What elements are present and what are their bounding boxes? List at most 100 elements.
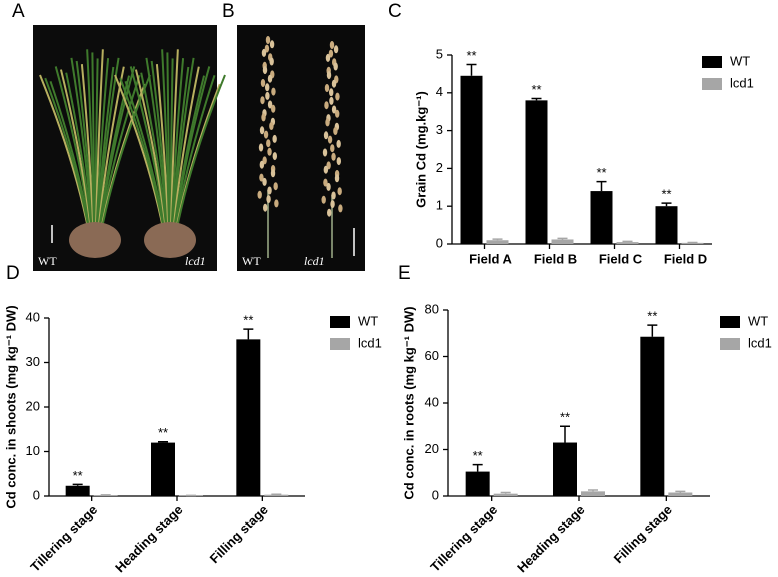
grain <box>259 126 265 135</box>
legend-label: lcd1 <box>358 335 382 350</box>
y-tick-label: 5 <box>436 46 443 61</box>
grain <box>264 44 270 53</box>
significance: ** <box>73 468 83 483</box>
significance: ** <box>647 309 657 324</box>
y-tick-label: 20 <box>425 441 439 456</box>
error-bar <box>622 240 633 243</box>
grain <box>269 57 274 66</box>
error-bar <box>647 324 658 337</box>
grain <box>324 84 330 92</box>
bar <box>493 493 518 496</box>
error-bar <box>72 483 83 486</box>
bar <box>668 492 693 496</box>
grain <box>261 113 266 122</box>
panel-label: D <box>6 263 20 284</box>
grain <box>321 195 326 204</box>
y-tick-label: 1 <box>436 198 443 213</box>
grain <box>330 144 335 153</box>
x-tick-label: Filling stage <box>611 502 675 566</box>
leaf <box>173 66 211 234</box>
bar <box>65 485 90 496</box>
bar <box>236 339 261 496</box>
grain <box>323 165 329 174</box>
leaf <box>172 66 200 234</box>
grain <box>271 87 276 96</box>
bar <box>655 206 678 244</box>
error-bar <box>557 237 568 240</box>
grain <box>331 152 336 161</box>
bar <box>486 240 509 244</box>
y-tick-label: 20 <box>26 398 40 413</box>
grain <box>273 182 278 191</box>
grain <box>274 199 279 208</box>
legend-swatch <box>702 78 722 90</box>
grain <box>326 71 332 80</box>
grain <box>325 118 330 127</box>
bar <box>681 242 704 244</box>
y-tick-label: 2 <box>436 160 443 175</box>
grain <box>326 182 331 191</box>
leaf <box>173 74 216 234</box>
grain <box>265 36 271 44</box>
leaf <box>140 72 168 234</box>
grain <box>327 208 332 217</box>
grain <box>261 48 267 57</box>
bar <box>590 191 613 244</box>
x-tick-label: Field C <box>599 251 643 266</box>
x-tick-label: Filling stage <box>207 502 271 566</box>
x-tick-label: Field B <box>534 251 577 266</box>
grain <box>265 83 270 92</box>
error-bar <box>675 490 686 493</box>
grain <box>323 131 329 140</box>
x-tick-label: Tillering stage <box>427 502 500 575</box>
y-tick-label: 3 <box>436 122 443 137</box>
bar <box>264 494 289 496</box>
legend-swatch <box>720 316 740 328</box>
leaf <box>49 80 92 234</box>
significance: ** <box>531 82 541 97</box>
panel-label: E <box>398 263 411 284</box>
grain <box>272 134 277 143</box>
leaf <box>65 72 93 234</box>
photo-panicles <box>237 25 365 271</box>
grain <box>329 96 334 105</box>
grain <box>267 74 273 83</box>
grain <box>333 62 338 71</box>
legend-label: lcd1 <box>730 75 754 90</box>
y-tick-label: 0 <box>436 235 443 250</box>
grain <box>336 157 342 166</box>
grain <box>333 45 339 54</box>
significance: ** <box>596 165 606 180</box>
error-bar <box>500 491 511 494</box>
grain <box>336 139 341 148</box>
bar <box>640 336 665 496</box>
photo-art <box>39 36 343 258</box>
grain <box>265 91 270 100</box>
bar <box>151 442 175 496</box>
y-tick-label: 4 <box>436 84 443 99</box>
grain <box>270 169 276 178</box>
soil <box>69 222 121 258</box>
y-axis-label: Cd conc. in roots (mg kg⁻¹ DW) <box>401 306 416 499</box>
grain <box>331 79 337 88</box>
legend-swatch <box>330 316 350 328</box>
photo-label: WT <box>38 254 57 268</box>
x-tick-label: Field D <box>664 251 707 266</box>
grain <box>263 130 269 139</box>
significance: ** <box>473 448 483 463</box>
legend-label: lcd1 <box>748 335 772 350</box>
bar <box>616 242 639 244</box>
grain <box>334 174 340 183</box>
photo-label: lcd1 <box>304 254 325 268</box>
legend-swatch <box>702 56 722 68</box>
y-tick-label: 0 <box>432 487 439 502</box>
y-tick-label: 80 <box>425 301 439 316</box>
grain <box>322 148 328 157</box>
y-tick-label: 40 <box>26 309 40 324</box>
grain <box>272 152 278 161</box>
grain <box>271 104 276 113</box>
error-bar <box>560 425 570 443</box>
grain <box>262 177 267 186</box>
grain <box>324 101 329 110</box>
